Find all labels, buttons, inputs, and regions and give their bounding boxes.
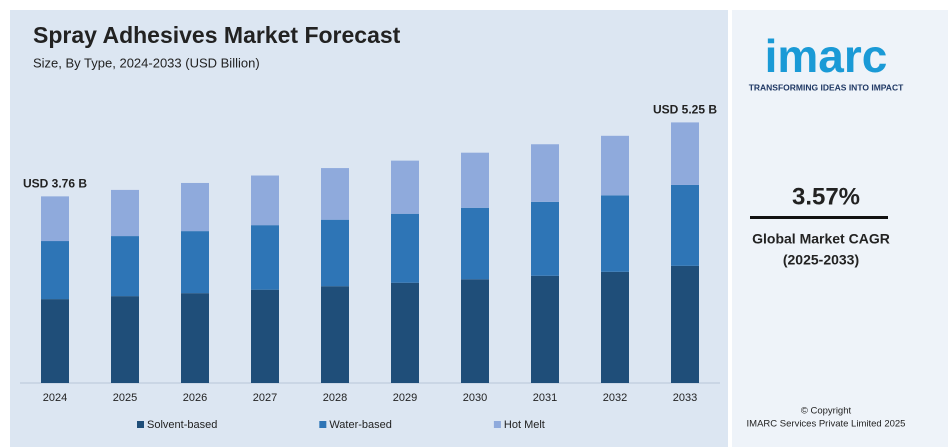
bar-segment	[181, 231, 209, 294]
bar-segment	[41, 241, 69, 300]
cagr-label: Global Market CAGR	[752, 231, 890, 247]
bar-segment	[531, 144, 559, 202]
bar-segment	[671, 122, 699, 185]
bar-segment	[391, 213, 419, 283]
copyright: © Copyright	[801, 406, 852, 417]
logo: imarc	[765, 30, 888, 82]
x-tick-label: 2026	[183, 392, 207, 404]
legend-swatch	[493, 421, 501, 428]
bar-segment	[461, 207, 489, 280]
divider	[750, 216, 888, 219]
annotation: USD 3.76 B	[23, 177, 87, 191]
legend-swatch	[319, 421, 327, 428]
bar-segment	[251, 289, 279, 383]
legend-label: Hot Melt	[504, 419, 545, 431]
x-tick-label: 2033	[673, 392, 697, 404]
bar-segment	[391, 160, 419, 214]
bar-segment	[251, 225, 279, 290]
bar-segment	[321, 219, 349, 287]
x-tick-label: 2030	[463, 392, 487, 404]
sidebar-background	[732, 10, 948, 447]
bar-segment	[251, 175, 279, 226]
bar-segment	[601, 135, 629, 196]
bar-segment	[601, 195, 629, 272]
cagr-period: (2025-2033)	[783, 252, 859, 268]
bar-segment	[111, 236, 139, 297]
chart-title: Spray Adhesives Market Forecast	[33, 22, 401, 48]
tagline: TRANSFORMING IDEAS INTO IMPACT	[749, 82, 904, 92]
bar-segment	[391, 282, 419, 383]
bar-segment	[531, 275, 559, 383]
bar-segment	[601, 271, 629, 383]
bar-segment	[181, 293, 209, 383]
x-tick-label: 2025	[113, 392, 137, 404]
bar-segment	[461, 279, 489, 383]
bar-segment	[461, 152, 489, 208]
bar-segment	[111, 296, 139, 383]
x-tick-label: 2032	[603, 392, 627, 404]
x-tick-label: 2028	[323, 392, 347, 404]
cagr-value: 3.57%	[792, 183, 860, 210]
x-tick-label: 2027	[253, 392, 277, 404]
bar-segment	[321, 168, 349, 220]
legend-swatch	[137, 421, 144, 428]
bar-segment	[671, 184, 699, 266]
company: IMARC Services Private Limited 2025	[747, 419, 906, 430]
annotation: USD 5.25 B	[653, 103, 717, 117]
bar-segment	[321, 286, 349, 383]
x-tick-label: 2024	[43, 392, 67, 404]
bar-segment	[41, 196, 69, 242]
legend-label: Solvent-based	[147, 419, 217, 431]
chart-subtitle: Size, By Type, 2024-2033 (USD Billion)	[33, 55, 260, 70]
bar-segment	[41, 299, 69, 383]
x-tick-label: 2031	[533, 392, 557, 404]
bar-segment	[531, 201, 559, 276]
bar-segment	[111, 189, 139, 237]
bar-segment	[671, 265, 699, 383]
legend-label: Water-based	[329, 419, 392, 431]
bar-segment	[181, 182, 209, 232]
x-tick-label: 2029	[393, 392, 417, 404]
